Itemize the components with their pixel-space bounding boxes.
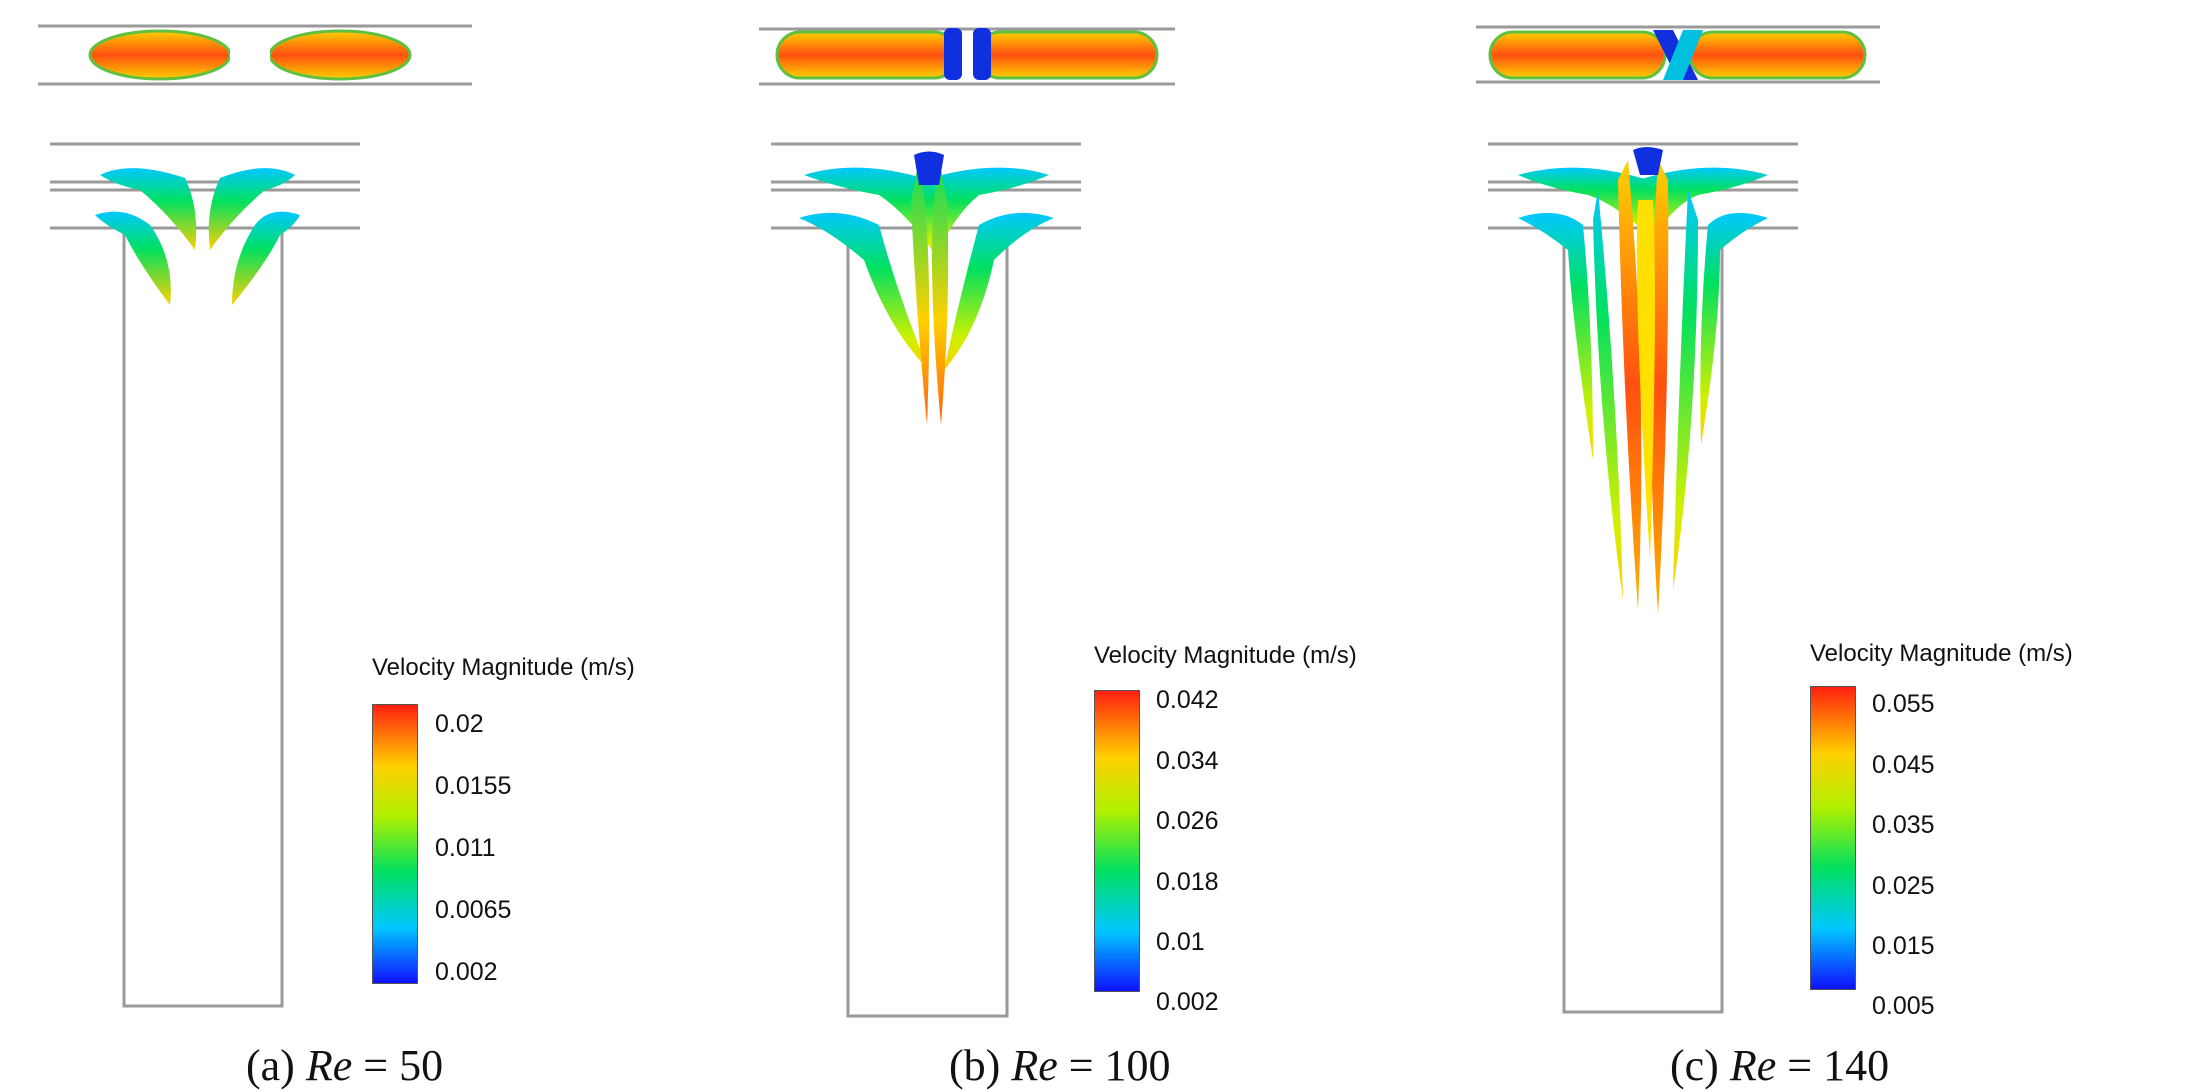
vortex-side-lower-left (1518, 212, 1593, 460)
side-channel (50, 142, 360, 1008)
caption-c-prefix: (c) (1670, 1041, 1730, 1090)
vortex-diagram-c (1476, 25, 1880, 1014)
vortex-filament-1 (1593, 190, 1623, 600)
vortex-side-lower-left (799, 212, 929, 370)
vortex-head (914, 151, 944, 185)
legend-title-a: Velocity Magnitude (m/s) (372, 654, 635, 681)
vortex-top-left (88, 29, 232, 81)
caption-a-prefix: (a) (246, 1041, 306, 1090)
vortex-diagram-a (38, 24, 472, 1008)
vortex-notch-left (230, 40, 245, 70)
vortex-top-right (975, 30, 1159, 80)
panel-a: Velocity Magnitude (m/s) 0.02 0.0155 0.0… (0, 0, 729, 1092)
vortex-notch-right (255, 40, 270, 70)
vortex-side-upper-left (100, 168, 197, 250)
vortex-diagram-b (759, 27, 1175, 1018)
vortex-core-left (911, 160, 930, 425)
tick-c-2: 0.045 (1872, 751, 1935, 779)
vortex-side-upper-left (804, 167, 947, 260)
vortex-side-upper-right (1638, 167, 1768, 240)
color-bar-c (1810, 686, 1856, 990)
vortex-top-right (1688, 30, 1867, 80)
tick-a-3: 0.011 (435, 834, 496, 862)
legend-title-c: Velocity Magnitude (m/s) (1810, 640, 2073, 667)
vortex-side-lower-right (232, 211, 300, 305)
tick-b-6: 0.002 (1156, 988, 1219, 1016)
caption-a-var: Re (305, 1041, 353, 1090)
vortex-top-left (775, 30, 959, 80)
tick-a-2: 0.0155 (435, 772, 512, 800)
vortex-side-lower-right (1700, 212, 1768, 445)
vortex-filament-2 (1673, 190, 1698, 590)
panel-c: Velocity Magnitude (m/s) 0.055 0.045 0.0… (1458, 0, 2187, 1092)
vortex-side-upper-right (208, 168, 295, 250)
vortex-side-lower-left (95, 211, 171, 305)
tick-b-1: 0.042 (1156, 686, 1219, 714)
caption-b-var: Re (1011, 1041, 1058, 1090)
tick-a-5: 0.002 (435, 958, 498, 986)
vortex-top-right (268, 29, 412, 81)
color-bar-b (1094, 690, 1140, 992)
caption-b-suffix: = 100 (1057, 1041, 1171, 1090)
tick-c-6: 0.005 (1872, 992, 1935, 1020)
vortex-side-upper-right (922, 167, 1049, 260)
vortex-side-lower-right (944, 212, 1054, 370)
vortex-top-left (1488, 30, 1667, 80)
tick-b-3: 0.026 (1156, 807, 1219, 835)
tick-b-5: 0.01 (1156, 928, 1205, 956)
vortex-core-right (1650, 160, 1669, 615)
caption-b-prefix: (b) (949, 1041, 1012, 1090)
vortex-head (1633, 147, 1663, 175)
caption-c-var: Re (1729, 1041, 1777, 1090)
vortex-core-left (1618, 160, 1642, 610)
caption-c-suffix: = 140 (1776, 1041, 1890, 1090)
caption-b: (b) Re = 100 (949, 1040, 1171, 1091)
caption-a: (a) Re = 50 (246, 1040, 443, 1091)
vortex-tube-right (973, 28, 991, 80)
tick-c-5: 0.015 (1872, 932, 1935, 960)
tick-a-1: 0.02 (435, 710, 484, 738)
caption-c: (c) Re = 140 (1670, 1040, 1889, 1091)
tick-b-2: 0.034 (1156, 747, 1219, 775)
vortex-core-right (931, 160, 949, 425)
caption-a-suffix: = 50 (352, 1041, 444, 1090)
tick-b-4: 0.018 (1156, 868, 1219, 896)
tick-a-4: 0.0065 (435, 896, 512, 924)
vortex-core-center (1636, 200, 1655, 560)
tick-c-4: 0.025 (1872, 872, 1935, 900)
vortex-tube-left (944, 28, 962, 80)
tick-c-3: 0.035 (1872, 811, 1935, 839)
color-bar-a (372, 704, 418, 984)
vortex-tube-right (1663, 30, 1703, 80)
tick-c-1: 0.055 (1872, 690, 1935, 718)
legend-title-b: Velocity Magnitude (m/s) (1094, 642, 1357, 669)
panel-b: Velocity Magnitude (m/s) 0.042 0.034 0.0… (729, 0, 1458, 1092)
